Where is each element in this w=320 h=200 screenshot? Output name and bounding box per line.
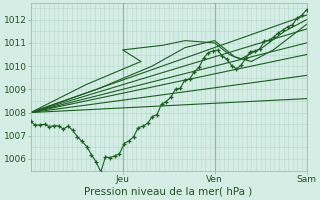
X-axis label: Pression niveau de la mer( hPa ): Pression niveau de la mer( hPa ) [84, 187, 253, 197]
